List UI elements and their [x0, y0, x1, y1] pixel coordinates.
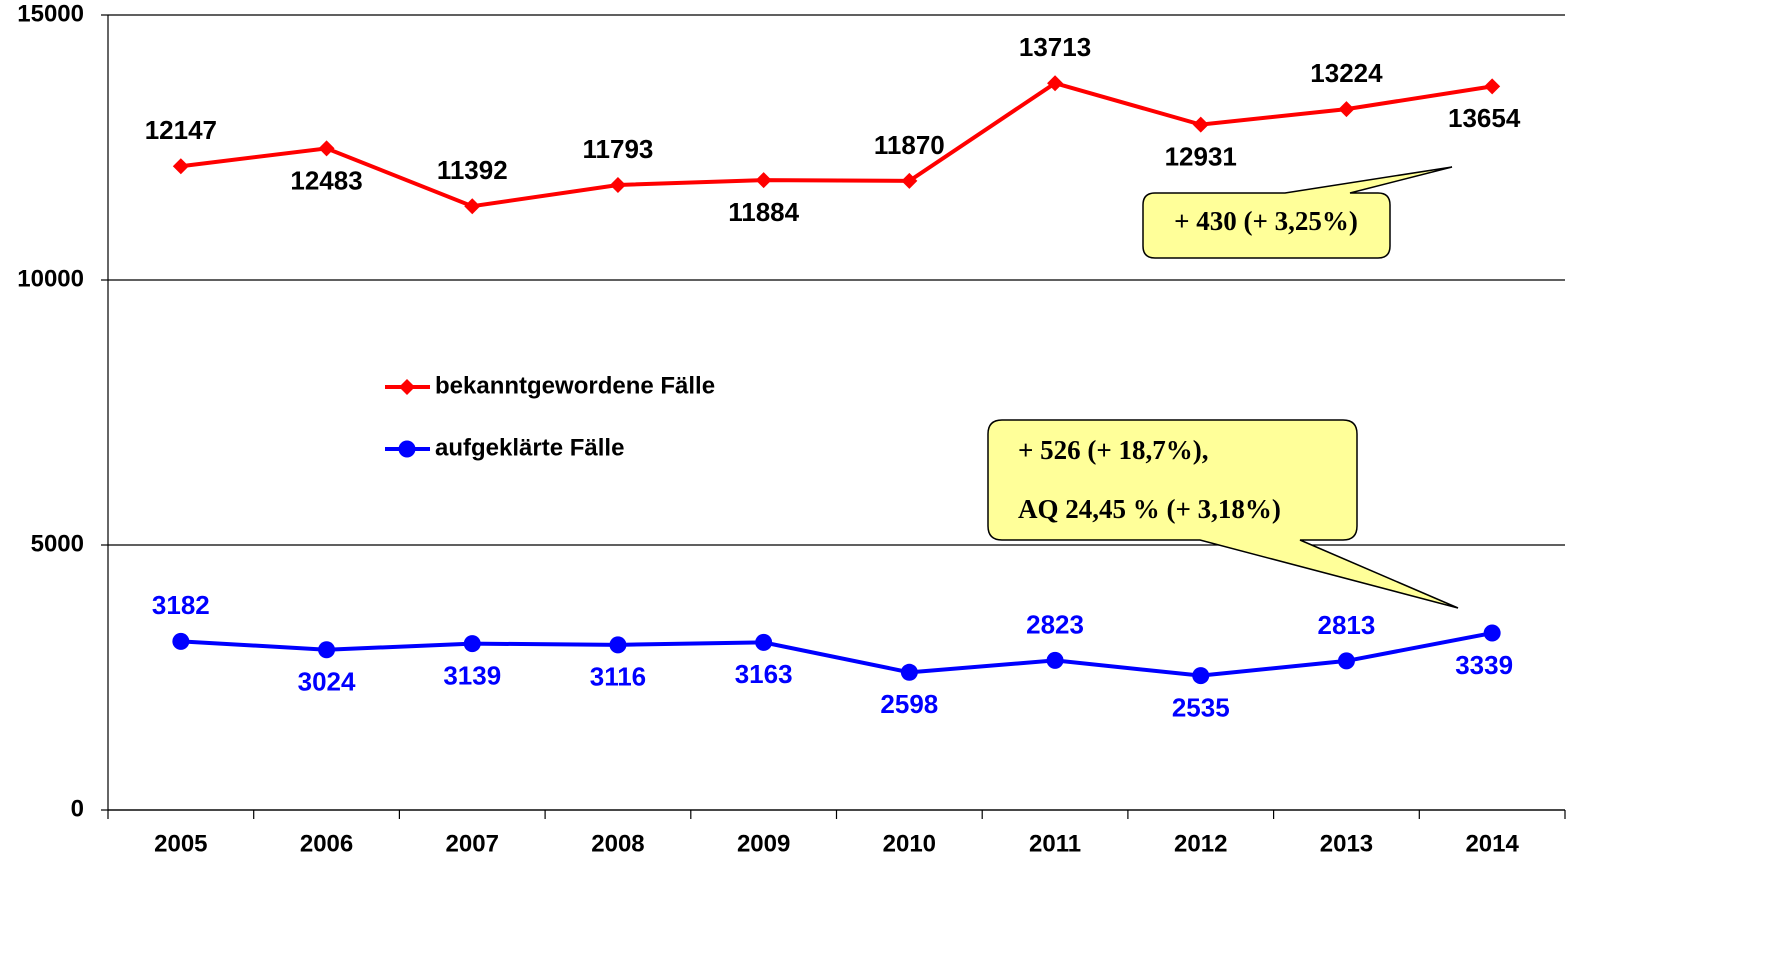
x-tick-label: 2013	[1320, 830, 1373, 857]
marker	[1192, 116, 1209, 133]
marker	[1047, 75, 1064, 92]
data-label: 12931	[1165, 142, 1237, 172]
marker	[318, 641, 336, 659]
x-tick-label: 2014	[1465, 830, 1519, 857]
data-label: 2598	[880, 689, 938, 719]
annotation: + 430 (+ 3,25%)	[1174, 206, 1358, 236]
data-label: 2813	[1318, 610, 1376, 640]
marker	[464, 198, 481, 215]
data-label: 3182	[152, 590, 210, 620]
marker	[755, 633, 773, 651]
marker	[318, 140, 335, 157]
legend-label: aufgeklärte Fälle	[435, 434, 624, 461]
legend-marker	[399, 379, 415, 395]
x-tick-label: 2008	[591, 830, 644, 857]
y-tick-label: 10000	[17, 265, 84, 292]
marker	[755, 172, 772, 189]
x-tick-label: 2011	[1029, 830, 1081, 857]
y-tick-label: 5000	[31, 530, 84, 557]
data-label: 2823	[1026, 609, 1084, 639]
data-label: 11870	[874, 130, 945, 160]
data-label: 11793	[583, 134, 654, 164]
marker	[1484, 78, 1501, 95]
callout-box	[987, 419, 1459, 609]
marker	[463, 635, 481, 653]
line	[180, 81, 1493, 209]
marker	[1338, 101, 1355, 118]
marker	[609, 176, 626, 193]
y-tick-label: 0	[71, 795, 84, 822]
marker	[900, 663, 918, 681]
legend-label: bekanntgewordene Fälle	[435, 372, 715, 399]
data-label: 12483	[290, 165, 362, 195]
callout-box	[1142, 166, 1453, 259]
data-label: 12147	[145, 115, 217, 145]
y-tick-label: 15000	[17, 0, 84, 27]
annotation: + 526 (+ 18,7%),	[1018, 435, 1209, 465]
data-label: 11884	[728, 197, 799, 227]
line	[180, 631, 1493, 678]
data-label: 3116	[590, 662, 646, 692]
marker	[172, 158, 189, 175]
x-tick-label: 2010	[883, 830, 936, 857]
data-label: 11392	[437, 155, 508, 185]
x-tick-label: 2009	[737, 830, 790, 857]
legend-marker	[398, 440, 416, 458]
marker	[901, 172, 918, 189]
data-label: 13654	[1448, 103, 1521, 133]
data-label: 3024	[298, 667, 356, 697]
x-tick-label: 2012	[1174, 830, 1227, 857]
marker	[1046, 651, 1064, 669]
marker	[1337, 652, 1355, 670]
data-label: 13224	[1310, 58, 1383, 88]
data-label: 3139	[443, 661, 501, 691]
marker	[1483, 624, 1501, 642]
marker	[609, 636, 627, 654]
data-label: 2535	[1172, 693, 1230, 723]
data-label: 3339	[1455, 650, 1513, 680]
annotation: AQ 24,45 % (+ 3,18%)	[1018, 494, 1281, 524]
marker	[172, 632, 190, 650]
marker	[1192, 667, 1210, 685]
x-tick-label: 2006	[300, 830, 353, 857]
data-label: 13713	[1019, 32, 1091, 62]
data-label: 3163	[735, 659, 793, 689]
x-tick-label: 2005	[154, 830, 207, 857]
plot: 0 5000 10000 15000 2005 2006 2007 2008 2009 2010 2…	[17, 0, 1566, 857]
x-tick-label: 2007	[446, 830, 499, 857]
